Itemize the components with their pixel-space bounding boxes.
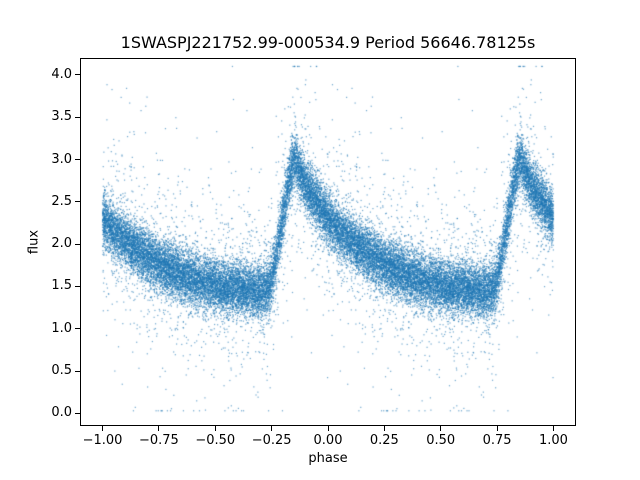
y-tick-mark [75,285,80,287]
x-tick-mark [214,426,216,431]
y-tick-label: 1.0 [51,320,72,336]
x-tick-label: 0.75 [482,433,512,448]
x-tick-label: 0.25 [369,433,399,448]
y-tick-mark [75,370,80,372]
y-tick-label: 2.5 [51,193,72,209]
y-tick-mark [75,412,80,414]
x-tick-label: 0.00 [313,433,343,448]
x-axis-label: phase [308,451,348,466]
y-tick-mark [75,328,80,330]
y-tick-mark [75,116,80,118]
x-tick-mark [327,426,329,431]
x-tick-label: −0.50 [195,433,236,448]
y-tick-label: 0.5 [51,363,72,378]
y-tick-mark [75,74,80,76]
x-tick-label: −1.00 [82,433,123,448]
x-tick-label: −0.75 [138,433,179,448]
x-tick-mark [383,426,385,431]
x-tick-mark [552,426,554,431]
y-axis-label: flux [26,229,42,255]
x-tick-mark [271,426,273,431]
x-tick-label: 0.50 [426,433,456,448]
y-tick-mark [75,159,80,161]
y-tick-label: 1.5 [51,278,72,294]
y-tick-mark [75,201,80,203]
y-tick-label: 4.0 [51,66,72,82]
x-tick-label: 1.00 [538,433,568,448]
chart-title: 1SWASPJ221752.99-000534.9 Period 56646.7… [120,33,536,52]
y-tick-label: 3.0 [51,151,72,167]
y-tick-label: 3.5 [51,109,72,125]
x-tick-mark [496,426,498,431]
x-tick-mark [158,426,160,431]
plot-frame [80,58,576,426]
x-tick-mark [102,426,104,431]
x-tick-label: −0.25 [251,433,292,448]
y-tick-label: 0.0 [51,405,72,421]
y-tick-mark [75,243,80,245]
x-tick-mark [440,426,442,431]
y-tick-label: 2.0 [51,236,72,252]
